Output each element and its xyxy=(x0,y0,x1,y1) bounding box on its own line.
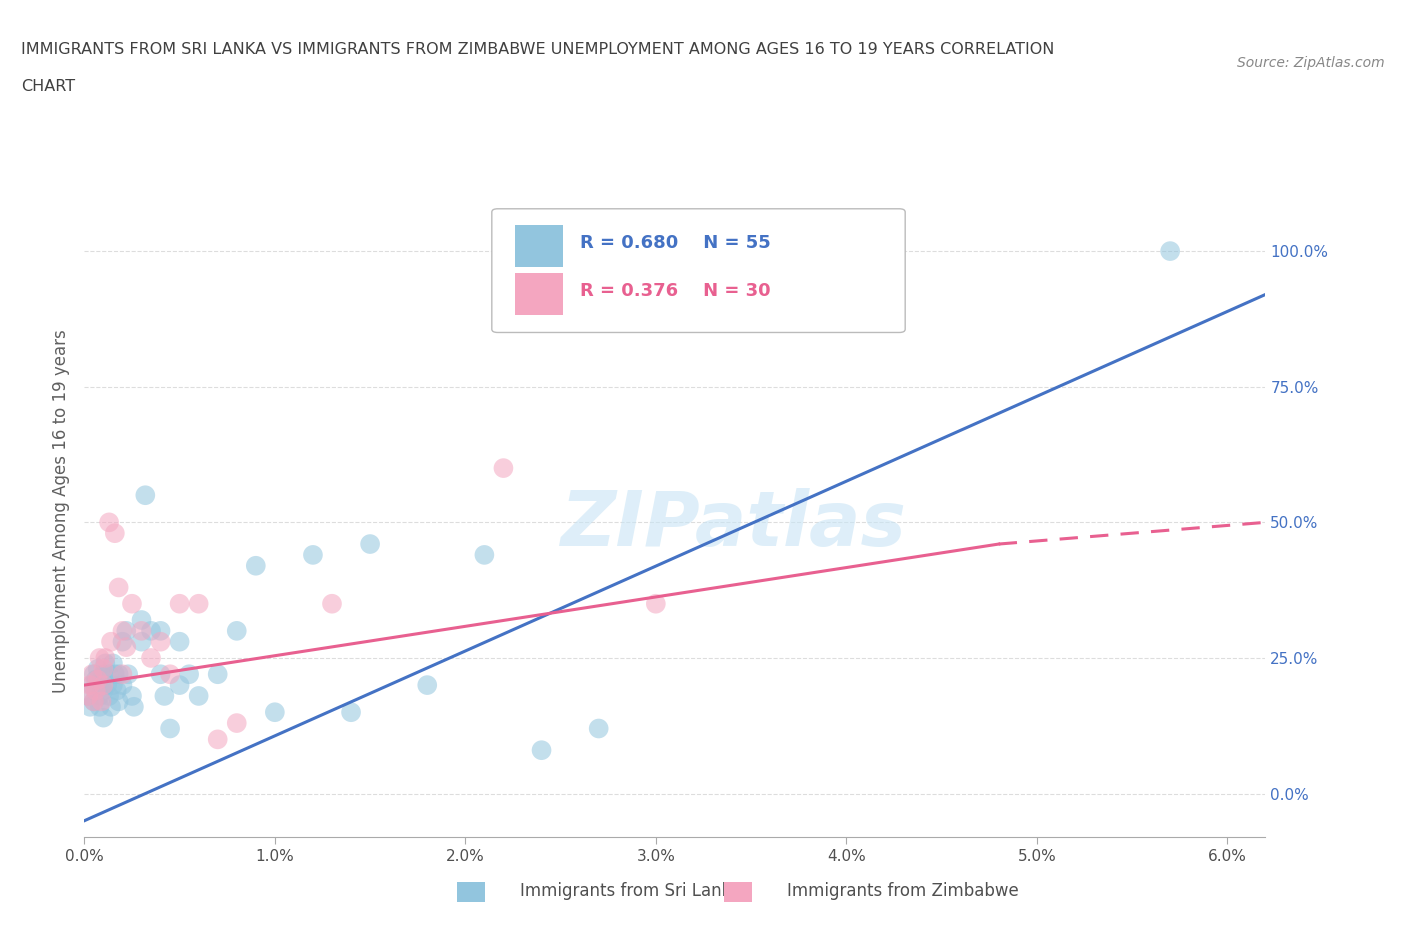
Point xyxy=(111,678,134,693)
Point xyxy=(89,699,111,714)
Point xyxy=(169,678,191,693)
Point xyxy=(149,634,172,649)
Point xyxy=(121,596,143,611)
Point xyxy=(115,640,138,655)
Point xyxy=(187,688,209,703)
Point xyxy=(134,488,156,503)
Point xyxy=(207,732,229,747)
Point xyxy=(84,683,107,698)
Point xyxy=(93,711,115,725)
Text: ZIPatlas: ZIPatlas xyxy=(561,487,907,562)
Point xyxy=(77,688,100,703)
Point xyxy=(1159,244,1181,259)
Point xyxy=(169,596,191,611)
Point xyxy=(94,651,117,666)
Point xyxy=(98,515,121,530)
Point xyxy=(115,623,138,638)
Point xyxy=(340,705,363,720)
Point xyxy=(225,716,247,731)
Point xyxy=(93,661,115,676)
Point xyxy=(107,694,129,709)
Point xyxy=(245,558,267,573)
Point xyxy=(83,694,105,709)
Text: IMMIGRANTS FROM SRI LANKA VS IMMIGRANTS FROM ZIMBABWE UNEMPLOYMENT AMONG AGES 16: IMMIGRANTS FROM SRI LANKA VS IMMIGRANTS … xyxy=(21,42,1054,57)
Point xyxy=(139,623,162,638)
Bar xyxy=(516,272,562,315)
Text: R = 0.680    N = 55: R = 0.680 N = 55 xyxy=(581,234,770,252)
Point xyxy=(122,699,145,714)
Point xyxy=(98,667,121,682)
Point xyxy=(588,721,610,736)
Point xyxy=(90,672,112,687)
Point xyxy=(104,667,127,682)
Point xyxy=(89,688,111,703)
Point xyxy=(83,694,105,709)
Point xyxy=(117,667,139,682)
Point xyxy=(149,667,172,682)
Point xyxy=(77,688,100,703)
Point xyxy=(105,683,128,698)
Point xyxy=(93,667,115,682)
Y-axis label: Unemployment Among Ages 16 to 19 years: Unemployment Among Ages 16 to 19 years xyxy=(52,329,70,694)
Point xyxy=(83,667,105,682)
Text: R = 0.376    N = 30: R = 0.376 N = 30 xyxy=(581,283,770,300)
Point xyxy=(111,623,134,638)
FancyBboxPatch shape xyxy=(492,209,905,333)
Point xyxy=(93,683,115,698)
Point xyxy=(139,651,162,666)
Point xyxy=(86,672,108,687)
Point xyxy=(492,460,515,475)
Point xyxy=(93,678,115,693)
Point xyxy=(96,678,118,693)
Point xyxy=(104,525,127,540)
Point xyxy=(225,623,247,638)
Point xyxy=(149,623,172,638)
Point xyxy=(111,634,134,649)
Point xyxy=(530,743,553,758)
Point xyxy=(98,688,121,703)
Point xyxy=(179,667,201,682)
Point xyxy=(84,672,107,687)
Point xyxy=(94,656,117,671)
Point xyxy=(101,678,124,693)
Point xyxy=(79,699,101,714)
Text: CHART: CHART xyxy=(21,79,75,94)
Point xyxy=(86,661,108,676)
Point xyxy=(302,548,325,563)
Point xyxy=(100,699,122,714)
Point xyxy=(80,678,103,693)
Point xyxy=(80,667,103,682)
Point xyxy=(107,580,129,595)
Point xyxy=(107,667,129,682)
Point xyxy=(263,705,285,720)
Point xyxy=(101,656,124,671)
Point xyxy=(321,596,343,611)
Point xyxy=(84,683,107,698)
Point xyxy=(644,596,666,611)
Text: Immigrants from Zimbabwe: Immigrants from Zimbabwe xyxy=(787,882,1019,900)
Bar xyxy=(516,225,562,268)
Point xyxy=(79,678,101,693)
Point xyxy=(359,537,381,551)
Point xyxy=(474,548,496,563)
Point xyxy=(153,688,176,703)
Point xyxy=(131,623,153,638)
Point xyxy=(159,667,181,682)
Point xyxy=(89,651,111,666)
Point xyxy=(187,596,209,611)
Point xyxy=(131,613,153,628)
Point xyxy=(169,634,191,649)
Point xyxy=(121,688,143,703)
Point xyxy=(131,634,153,649)
Point xyxy=(111,667,134,682)
Point xyxy=(159,721,181,736)
Text: Source: ZipAtlas.com: Source: ZipAtlas.com xyxy=(1237,56,1385,70)
Point xyxy=(100,634,122,649)
Point xyxy=(207,667,229,682)
Point xyxy=(416,678,439,693)
Text: Immigrants from Sri Lanka: Immigrants from Sri Lanka xyxy=(520,882,741,900)
Point xyxy=(90,694,112,709)
